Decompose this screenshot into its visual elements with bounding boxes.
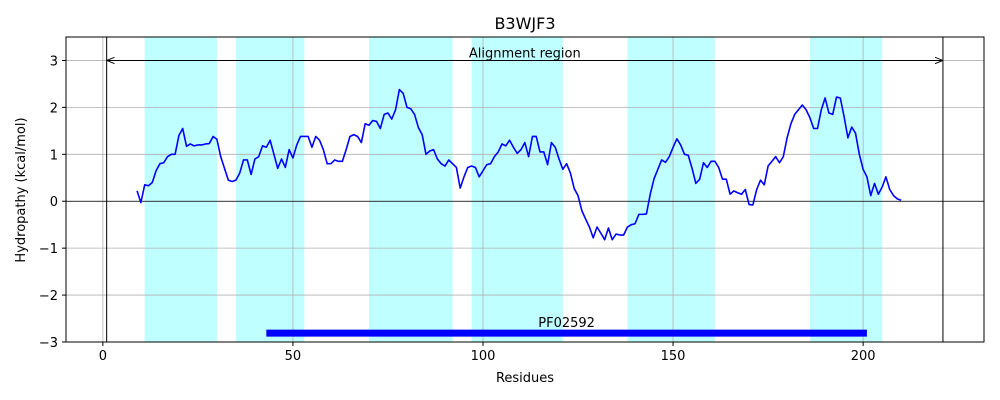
alignment-label: Alignment region — [469, 46, 581, 61]
highlight-region — [144, 37, 217, 342]
plot-frame — [65, 36, 985, 343]
domain-label: PF02592 — [538, 316, 595, 331]
x-tick-label: 0 — [99, 349, 107, 364]
highlight-region — [471, 37, 563, 342]
x-tick-label: 50 — [285, 349, 302, 364]
y-tick-label: 3 — [50, 54, 58, 69]
chart-title: B3WJF3 — [494, 14, 555, 33]
y-tick-label: −2 — [39, 289, 58, 304]
y-tick-label: −1 — [39, 242, 58, 257]
hydropathy-line — [136, 88, 902, 241]
x-tick-label: 100 — [471, 349, 496, 364]
highlight-region — [235, 37, 305, 342]
y-tick-label: −3 — [39, 336, 58, 351]
y-axis-label: Hydropathy (kcal/mol) — [14, 117, 29, 262]
x-tick-label: 200 — [851, 349, 876, 364]
x-axis-label: Residues — [496, 371, 554, 386]
highlight-region — [368, 37, 453, 342]
y-tick-label: 2 — [50, 101, 58, 116]
highlight-region — [627, 37, 715, 342]
y-tick-label: 1 — [50, 148, 58, 163]
highlight-region — [809, 37, 883, 342]
y-tick-label: 0 — [50, 195, 58, 210]
x-tick-label: 150 — [661, 349, 686, 364]
